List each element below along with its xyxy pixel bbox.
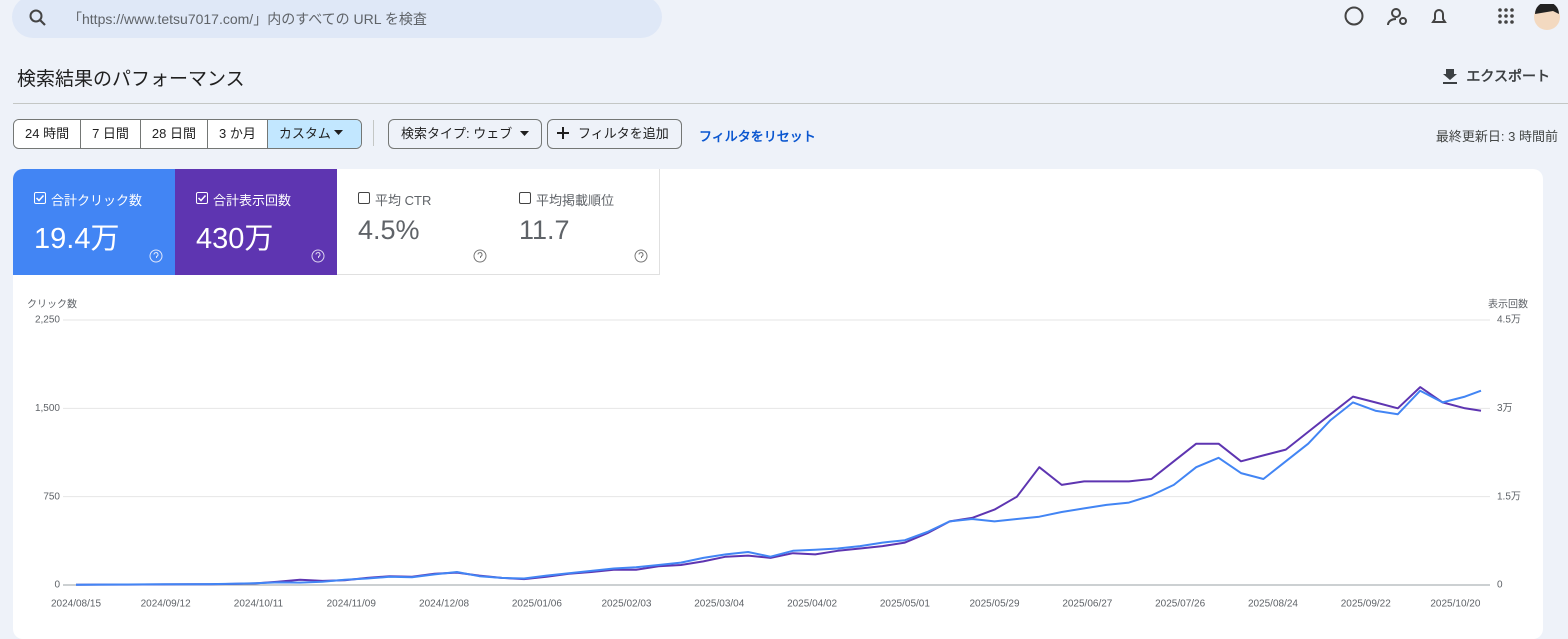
- metric-card[interactable]: 合計表示回数 430万: [175, 169, 337, 275]
- help-icon[interactable]: [473, 249, 487, 263]
- y2-tick-label: 0: [1497, 580, 1503, 591]
- range-button[interactable]: 3 か月: [208, 120, 268, 148]
- checkbox[interactable]: [358, 192, 370, 204]
- x-tick-label: 2025/08/24: [1248, 599, 1298, 610]
- x-tick-label: 2024/11/09: [327, 599, 377, 610]
- y2-tick-label: 1.5万: [1497, 491, 1521, 502]
- dropdown-arrow: [334, 130, 343, 135]
- metric-card[interactable]: 平均掲載順位 11.7: [498, 169, 660, 275]
- add-filter-label: フィルタを追加: [578, 126, 669, 141]
- metric-label: 合計表示回数: [213, 193, 292, 208]
- x-tick-label: 2025/05/01: [880, 599, 930, 610]
- x-tick-label: 2024/09/12: [141, 599, 191, 610]
- x-tick-label: 2025/10/20: [1430, 599, 1480, 610]
- search-icon: [29, 9, 46, 26]
- metric-card[interactable]: 平均 CTR 4.5%: [337, 169, 499, 275]
- help-icon[interactable]: [149, 249, 163, 263]
- metric-card[interactable]: 合計クリック数 19.4万: [13, 169, 175, 275]
- checkbox[interactable]: [34, 192, 46, 204]
- y2-axis-label: 表示回数: [1488, 298, 1528, 311]
- x-tick-label: 2025/07/26: [1155, 599, 1205, 610]
- metric-value: 4.5%: [358, 215, 420, 245]
- y-tick-label: 1,500: [35, 403, 60, 414]
- x-tick-label: 2025/02/03: [601, 599, 651, 610]
- checkbox[interactable]: [519, 192, 531, 204]
- dropdown-arrow: [520, 131, 529, 136]
- y-axis-label: クリック数: [27, 298, 77, 311]
- x-tick-label: 2024/10/11: [234, 599, 284, 610]
- y-tick-label: 750: [43, 491, 60, 502]
- reset-filters-link[interactable]: フィルタをリセット: [699, 129, 816, 144]
- y-tick-label: 2,250: [35, 315, 60, 326]
- y2-tick-label: 4.5万: [1497, 315, 1521, 326]
- x-tick-label: 2024/08/15: [51, 599, 101, 610]
- search-console-page: 「https://www.tetsu7017.com/」内のすべての URL を…: [12, 0, 1568, 639]
- range-button[interactable]: 7 日間: [81, 120, 141, 148]
- help-icon[interactable]: [634, 249, 648, 263]
- series-line: [75, 389, 1482, 586]
- notifications-icon[interactable]: [1431, 9, 1447, 23]
- top-icons: [1344, 4, 1560, 30]
- help-icon[interactable]: [1344, 6, 1364, 26]
- date-range-group: 24 時間 7 日間 28 日間 3 か月 カスタム: [13, 119, 362, 149]
- search-placeholder: 「https://www.tetsu7017.com/」内のすべての URL を…: [68, 11, 427, 27]
- y2-tick-label: 3万: [1497, 403, 1513, 414]
- export-button[interactable]: エクスポート: [1442, 66, 1550, 86]
- range-button[interactable]: 28 日間: [140, 120, 208, 148]
- separator: [373, 120, 374, 146]
- plus-icon: [557, 127, 569, 139]
- x-tick-label: 2025/03/04: [694, 599, 744, 610]
- apps-icon[interactable]: [1498, 8, 1514, 24]
- x-tick-label: 2025/04/02: [787, 599, 837, 610]
- chart: クリック数 表示回数 0 750 1,500 2,250 0 1.5万 3万 4.5万 2024…: [27, 298, 1528, 610]
- search-type-button[interactable]: 検索タイプ: ウェブ: [388, 119, 542, 149]
- metric-value: 430万: [196, 223, 274, 255]
- x-tick-label: 2024/12/08: [419, 599, 469, 610]
- export-label: エクスポート: [1466, 68, 1550, 84]
- metric-label: 平均 CTR: [375, 193, 432, 208]
- series-line: [75, 386, 1482, 586]
- x-tick-label: 2025/09/22: [1341, 599, 1391, 610]
- metric-label: 合計クリック数: [51, 193, 143, 208]
- x-tick-label: 2025/06/27: [1062, 599, 1112, 610]
- metric-value: 11.7: [519, 215, 570, 245]
- divider: [13, 103, 1568, 104]
- search-bar[interactable]: 「https://www.tetsu7017.com/」内のすべての URL を…: [12, 0, 662, 38]
- download-icon: [1443, 69, 1458, 84]
- x-tick-label: 2025/05/29: [969, 599, 1019, 610]
- page-title: 検索結果のパフォーマンス: [17, 69, 245, 90]
- help-icon[interactable]: [311, 249, 325, 263]
- last-updated: 最終更新日: 3 時間前: [1435, 129, 1558, 144]
- metric-label: 平均掲載順位: [536, 193, 615, 208]
- metric-value: 19.4万: [34, 223, 120, 255]
- range-button[interactable]: 24 時間: [14, 120, 82, 148]
- checkbox[interactable]: [196, 192, 208, 204]
- y-tick-label: 0: [54, 580, 60, 591]
- add-filter-button[interactable]: フィルタを追加: [547, 119, 682, 149]
- search-type-label: 検索タイプ: ウェブ: [401, 126, 513, 141]
- account-settings-icon[interactable]: [1391, 8, 1401, 18]
- range-button[interactable]: カスタム: [267, 120, 361, 148]
- page: Search Console body { margin: 0; width: …: [12, 0, 1568, 639]
- x-tick-label: 2025/01/06: [512, 599, 562, 610]
